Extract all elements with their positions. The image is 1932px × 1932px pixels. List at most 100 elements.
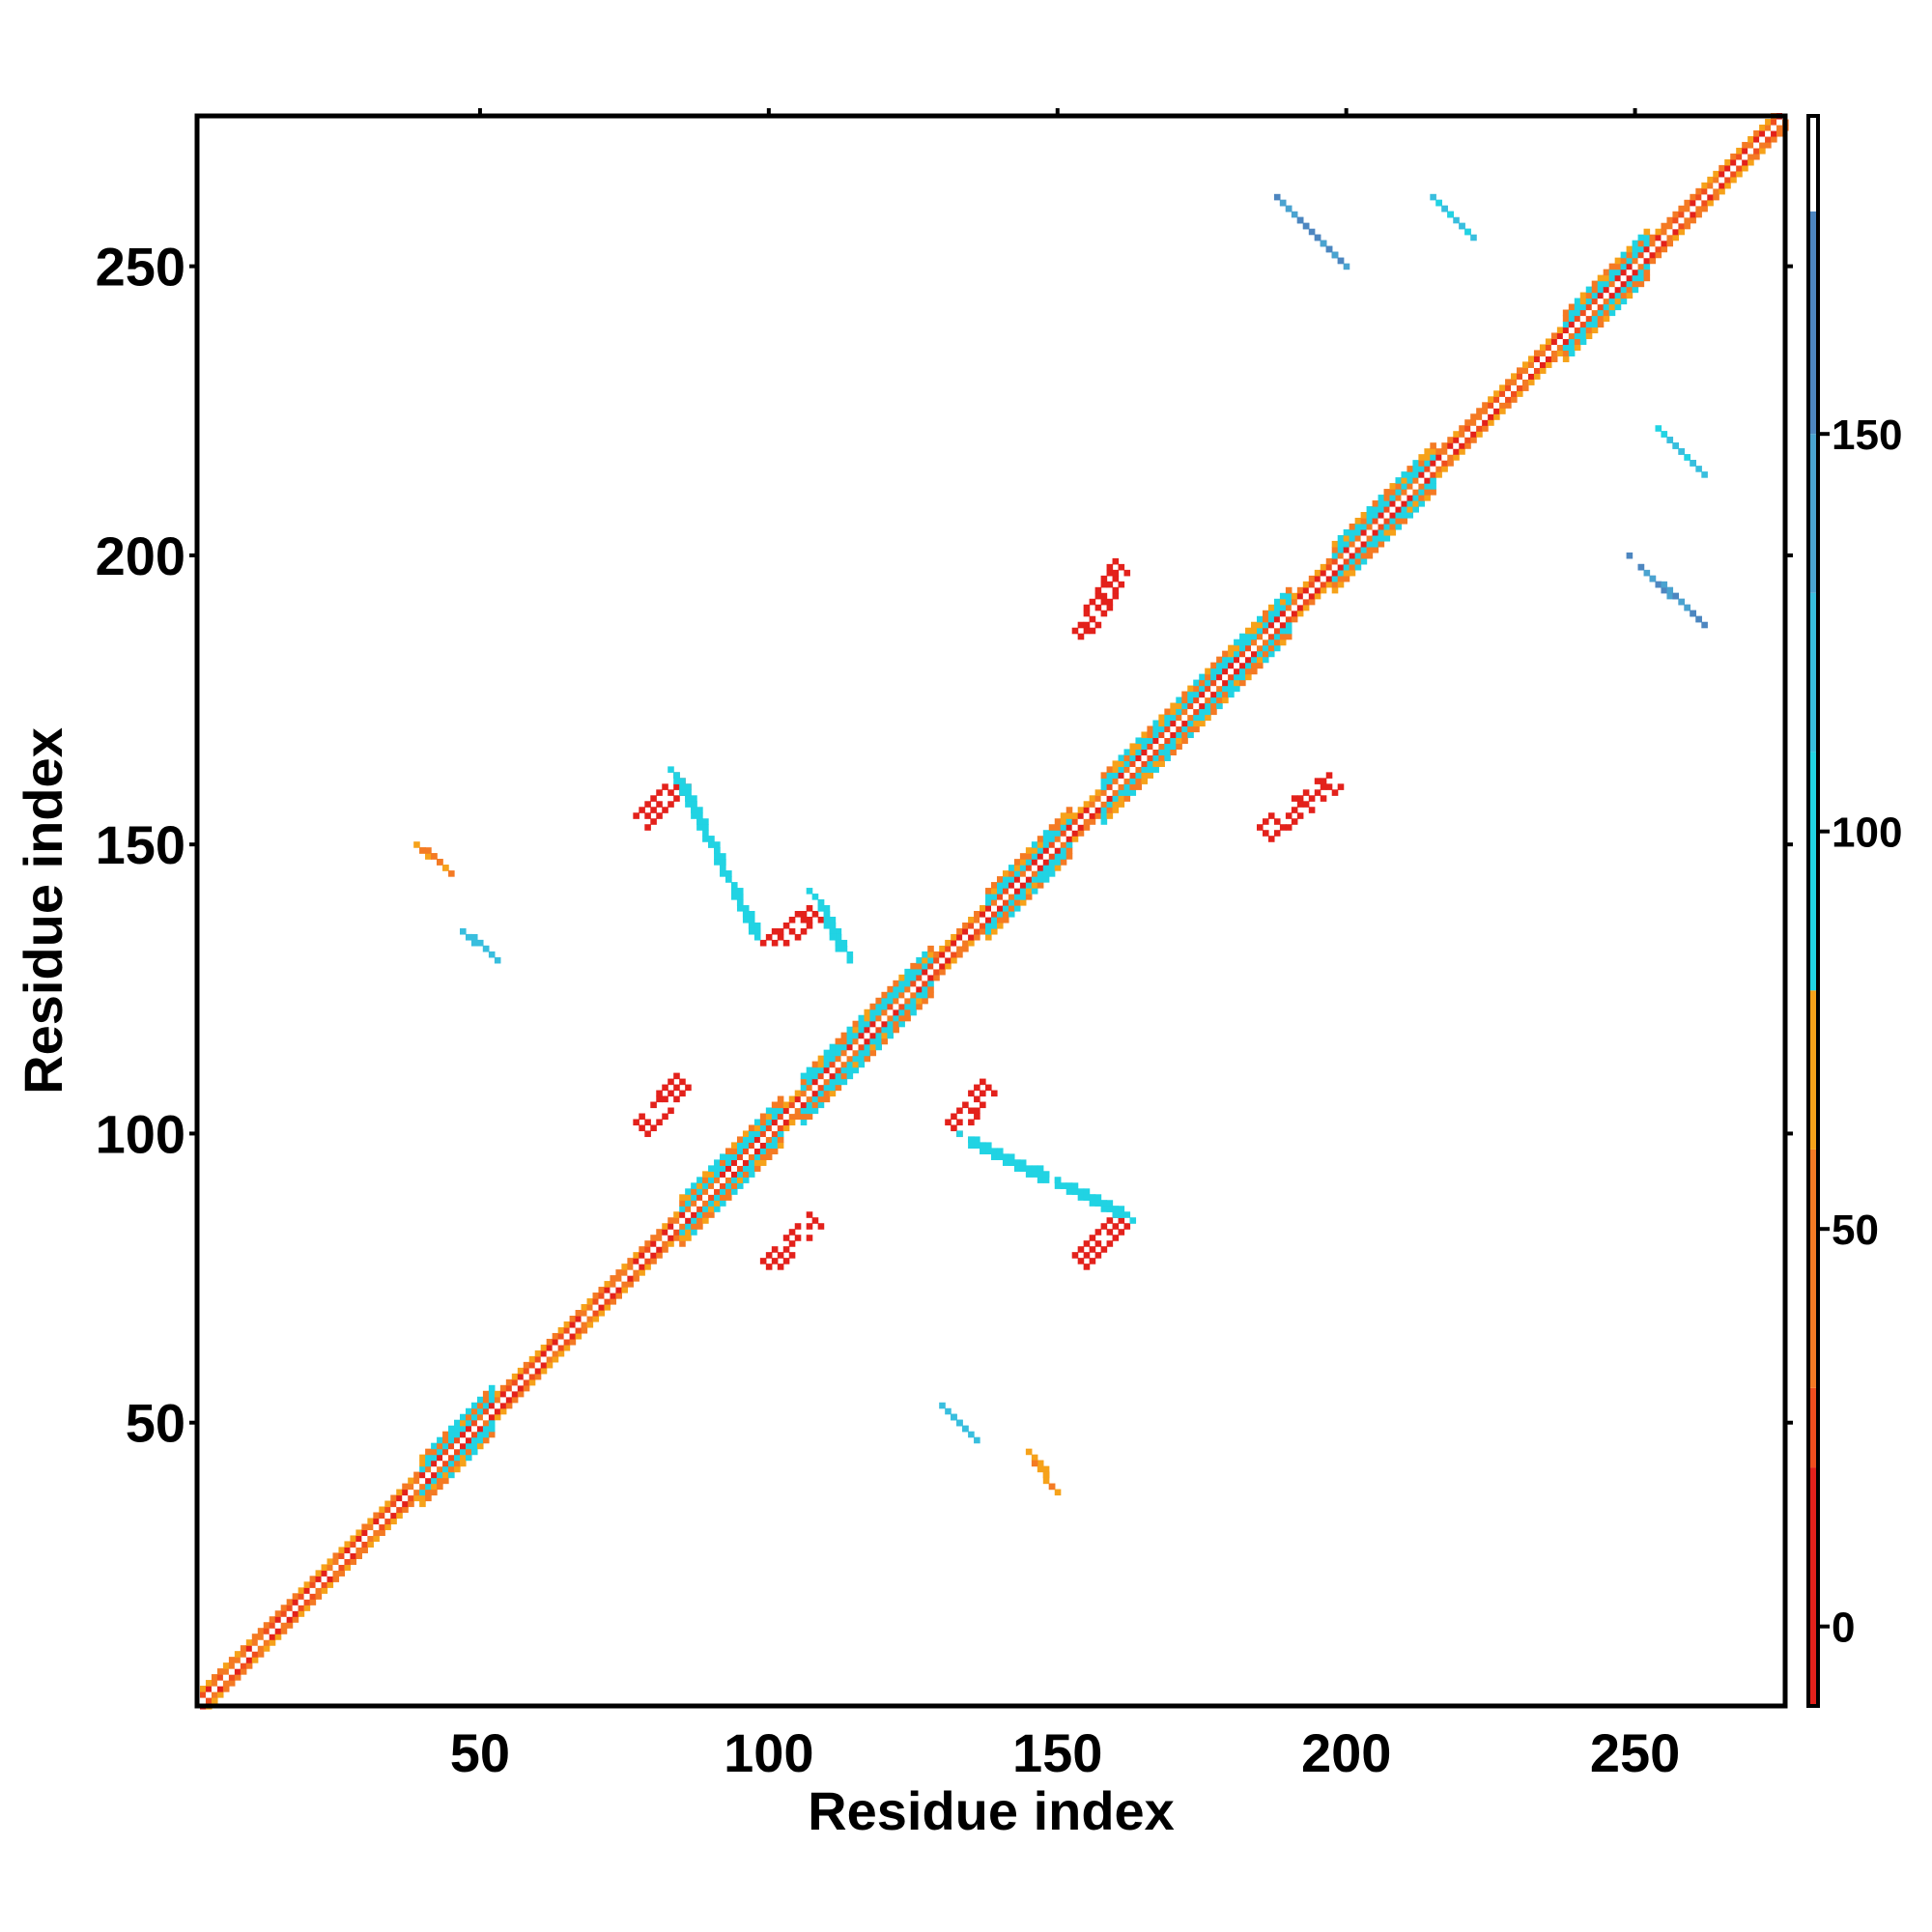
heatmap-cell <box>893 1026 899 1034</box>
heatmap-cell <box>425 1489 432 1496</box>
heatmap-cell <box>662 783 668 790</box>
heatmap-cell <box>714 1206 721 1212</box>
heatmap-cell <box>939 1402 946 1409</box>
heatmap-cell <box>350 1552 356 1559</box>
heatmap-cell <box>1643 251 1651 259</box>
heatmap-cell <box>1597 292 1605 299</box>
heatmap-cell <box>823 1090 831 1097</box>
heatmap-cell <box>1112 592 1120 600</box>
heatmap-cell <box>315 1581 323 1588</box>
heatmap-cell <box>898 980 905 987</box>
heatmap-cell <box>586 1315 594 1322</box>
heatmap-cell <box>1222 673 1229 681</box>
heatmap-cell <box>384 1506 391 1514</box>
heatmap-cell <box>257 1639 265 1646</box>
heatmap-cell <box>384 1523 391 1531</box>
heatmap-cell <box>1083 824 1091 831</box>
heatmap-cell <box>552 1344 559 1351</box>
heatmap-cell <box>806 1107 813 1115</box>
heatmap-cell <box>1585 303 1593 311</box>
heatmap-cell <box>685 783 692 790</box>
heatmap-cell <box>1435 448 1442 455</box>
heatmap-cell <box>569 1332 577 1340</box>
heatmap-cell <box>1164 737 1171 745</box>
heatmap-cell <box>1517 379 1523 385</box>
heatmap-cell <box>465 1448 472 1456</box>
heatmap-cell <box>1296 812 1304 819</box>
heatmap-cell <box>205 1697 213 1704</box>
heatmap-cell <box>1511 384 1518 391</box>
heatmap-cell <box>922 980 928 987</box>
heatmap-cell <box>730 1188 738 1195</box>
heatmap-cell <box>1031 1460 1038 1467</box>
heatmap-cell <box>1637 563 1645 571</box>
heatmap-cell <box>1256 627 1264 635</box>
heatmap-cell <box>1337 540 1345 548</box>
heatmap-cell <box>437 1471 443 1479</box>
heatmap-cell <box>228 1668 236 1675</box>
heatmap-cell <box>759 939 767 947</box>
heatmap-cell <box>725 1188 732 1195</box>
heatmap-cell <box>1193 725 1200 733</box>
heatmap-cell <box>1320 575 1327 582</box>
heatmap-cell <box>228 1662 236 1669</box>
heatmap-cell <box>817 916 825 923</box>
heatmap-cell <box>662 1113 668 1121</box>
heatmap-cell <box>714 859 721 866</box>
heatmap-cell <box>858 1061 866 1068</box>
heatmap-cell <box>1337 257 1345 265</box>
heatmap-cell <box>974 916 980 923</box>
heatmap-cell <box>1285 615 1293 623</box>
heatmap-cell <box>881 1014 888 1022</box>
heatmap-cell <box>408 1483 414 1491</box>
heatmap-cell <box>1608 292 1616 299</box>
heatmap-cell <box>800 1072 808 1080</box>
plot-frame <box>194 113 1788 1709</box>
heatmap-cell <box>945 951 952 958</box>
heatmap-cell <box>211 1674 218 1681</box>
heatmap-cell <box>714 1200 721 1207</box>
heatmap-cell <box>720 865 726 871</box>
heatmap-cell <box>708 1182 715 1189</box>
heatmap-cell <box>384 1518 391 1525</box>
heatmap-cell <box>1118 772 1125 779</box>
heatmap-cell <box>344 1541 352 1548</box>
heatmap-cell <box>817 1061 825 1068</box>
heatmap-cell <box>1002 899 1009 906</box>
heatmap-cell <box>437 1477 443 1485</box>
heatmap-cell <box>702 1200 709 1207</box>
heatmap-cell <box>945 1407 952 1415</box>
heatmap-cell <box>927 956 934 964</box>
heatmap-cell <box>788 1240 796 1247</box>
heatmap-cell <box>765 1119 773 1126</box>
heatmap-cell <box>1037 853 1044 860</box>
heatmap-cell <box>1123 1223 1131 1230</box>
heatmap-cell <box>974 927 980 935</box>
heatmap-cell <box>286 1622 294 1629</box>
heatmap-cell <box>1222 685 1229 693</box>
heatmap-cell <box>656 1240 663 1247</box>
heatmap-cell <box>1747 153 1754 160</box>
heatmap-cell <box>1493 402 1500 409</box>
heatmap-cell <box>1337 534 1345 542</box>
heatmap-cell <box>476 1419 484 1427</box>
heatmap-cell <box>945 1119 952 1126</box>
heatmap-cell <box>1418 495 1425 501</box>
heatmap-cell <box>257 1628 265 1634</box>
heatmap-cell <box>1666 222 1674 230</box>
heatmap-cell <box>615 1269 622 1276</box>
heatmap-cell <box>1042 865 1050 871</box>
heatmap-cell <box>887 997 894 1005</box>
heatmap-cell <box>777 1124 784 1132</box>
heatmap-cell <box>691 1217 697 1224</box>
heatmap-cell <box>1135 778 1143 784</box>
heatmap-cell <box>448 1425 455 1433</box>
heatmap-cell <box>668 1078 674 1086</box>
heatmap-cell <box>1672 592 1680 600</box>
heatmap-cell <box>534 1367 542 1375</box>
heatmap-cell <box>1505 390 1512 397</box>
heatmap-cell <box>1037 1165 1044 1172</box>
heatmap-cell <box>898 1003 905 1010</box>
heatmap-cell <box>1412 483 1419 490</box>
heatmap-cell <box>840 1037 848 1045</box>
